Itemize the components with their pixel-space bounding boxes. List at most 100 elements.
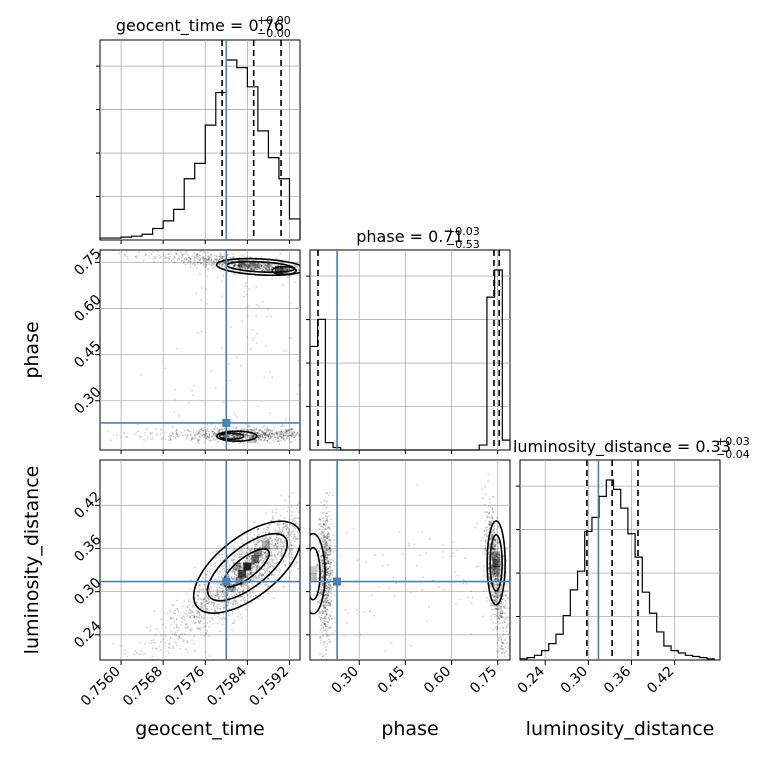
sample-point [495, 550, 497, 553]
sample-point [219, 570, 222, 573]
sample-point [186, 262, 189, 264]
sample-point [282, 434, 285, 437]
sample-point [278, 538, 281, 540]
sample-point [327, 594, 329, 597]
sample-point [206, 259, 208, 261]
sample-point [287, 429, 290, 432]
sample-point [251, 548, 253, 551]
sample-point [265, 264, 267, 267]
sample-point [323, 623, 326, 626]
sample-point [231, 259, 233, 262]
sample-point [285, 528, 288, 531]
sample-point [247, 573, 250, 575]
sample-point [244, 282, 247, 285]
sample-point [75, 683, 77, 685]
sample-point [279, 523, 281, 526]
sample-point [302, 511, 304, 513]
sample-point [321, 554, 323, 557]
sample-point [223, 564, 226, 567]
sample-point [487, 566, 490, 569]
sample-point [290, 544, 293, 547]
sample-point [315, 501, 317, 503]
sample-point [237, 265, 240, 267]
sample-point [252, 589, 255, 592]
sample-point [205, 430, 208, 433]
sample-point [505, 589, 508, 592]
sample-point [327, 590, 330, 592]
sample-point [344, 609, 347, 611]
sample-point [260, 435, 263, 438]
sample-point [269, 434, 272, 437]
sample-point [329, 561, 332, 564]
sample-point [260, 550, 263, 553]
sample-point [279, 541, 282, 544]
sample-point [285, 430, 288, 433]
sample-point [493, 583, 496, 586]
sample-point [352, 528, 355, 530]
sample-point [453, 555, 456, 558]
sample-point [197, 610, 199, 612]
sample-point [493, 573, 496, 576]
sample-point [194, 437, 197, 440]
sample-point [260, 265, 263, 267]
sample-point [329, 277, 331, 279]
sample-point [197, 612, 200, 615]
sample-point [288, 518, 291, 521]
sample-point [324, 629, 327, 632]
sample-point [234, 594, 237, 597]
sample-point [208, 434, 211, 437]
sample-point [206, 427, 209, 430]
sample-point [144, 248, 146, 250]
sample-point [249, 591, 252, 594]
sample-point [491, 556, 494, 559]
sample-point [323, 546, 326, 549]
sample-point [211, 618, 214, 621]
sample-point [495, 543, 498, 545]
sample-point [497, 616, 500, 618]
sample-point [329, 712, 331, 714]
sample-point [258, 576, 261, 579]
sample-point [185, 437, 188, 440]
sample-point [220, 593, 223, 596]
sample-point [232, 265, 235, 267]
sample-point [124, 662, 126, 664]
sample-point [267, 266, 270, 269]
panel-phase-vs-geocent_time [99, 249, 301, 451]
sample-point [239, 265, 242, 267]
sample-point [200, 299, 203, 301]
sample-point [295, 433, 298, 436]
sample-point [199, 626, 202, 629]
sample-point [287, 553, 290, 556]
sample-point [246, 264, 249, 266]
sample-point [326, 602, 329, 604]
sample-point [500, 588, 503, 591]
sample-point [240, 590, 243, 593]
sample-point [327, 586, 330, 589]
sample-point [138, 652, 140, 655]
sample-point [219, 428, 222, 431]
sample-point [193, 261, 196, 264]
sample-point [255, 569, 258, 572]
sample-point [264, 554, 267, 557]
sample-point [286, 526, 289, 529]
sample-point [197, 331, 200, 334]
sample-point [277, 550, 280, 553]
sample-point [492, 582, 495, 585]
sample-point [160, 666, 162, 668]
sample-point [280, 436, 283, 438]
sample-point [263, 432, 266, 435]
sample-point [326, 604, 329, 606]
sample-point [271, 539, 273, 542]
sample-point [284, 555, 287, 558]
sample-point [261, 554, 264, 557]
sample-point [263, 552, 266, 555]
sample-point [270, 558, 273, 560]
sample-point [213, 603, 216, 606]
sample-point [198, 617, 201, 619]
sample-point [256, 265, 259, 268]
sample-point [324, 607, 326, 609]
sample-point [198, 430, 201, 432]
sample-point [248, 586, 250, 589]
sample-point [287, 528, 290, 530]
sample-point [243, 596, 246, 599]
